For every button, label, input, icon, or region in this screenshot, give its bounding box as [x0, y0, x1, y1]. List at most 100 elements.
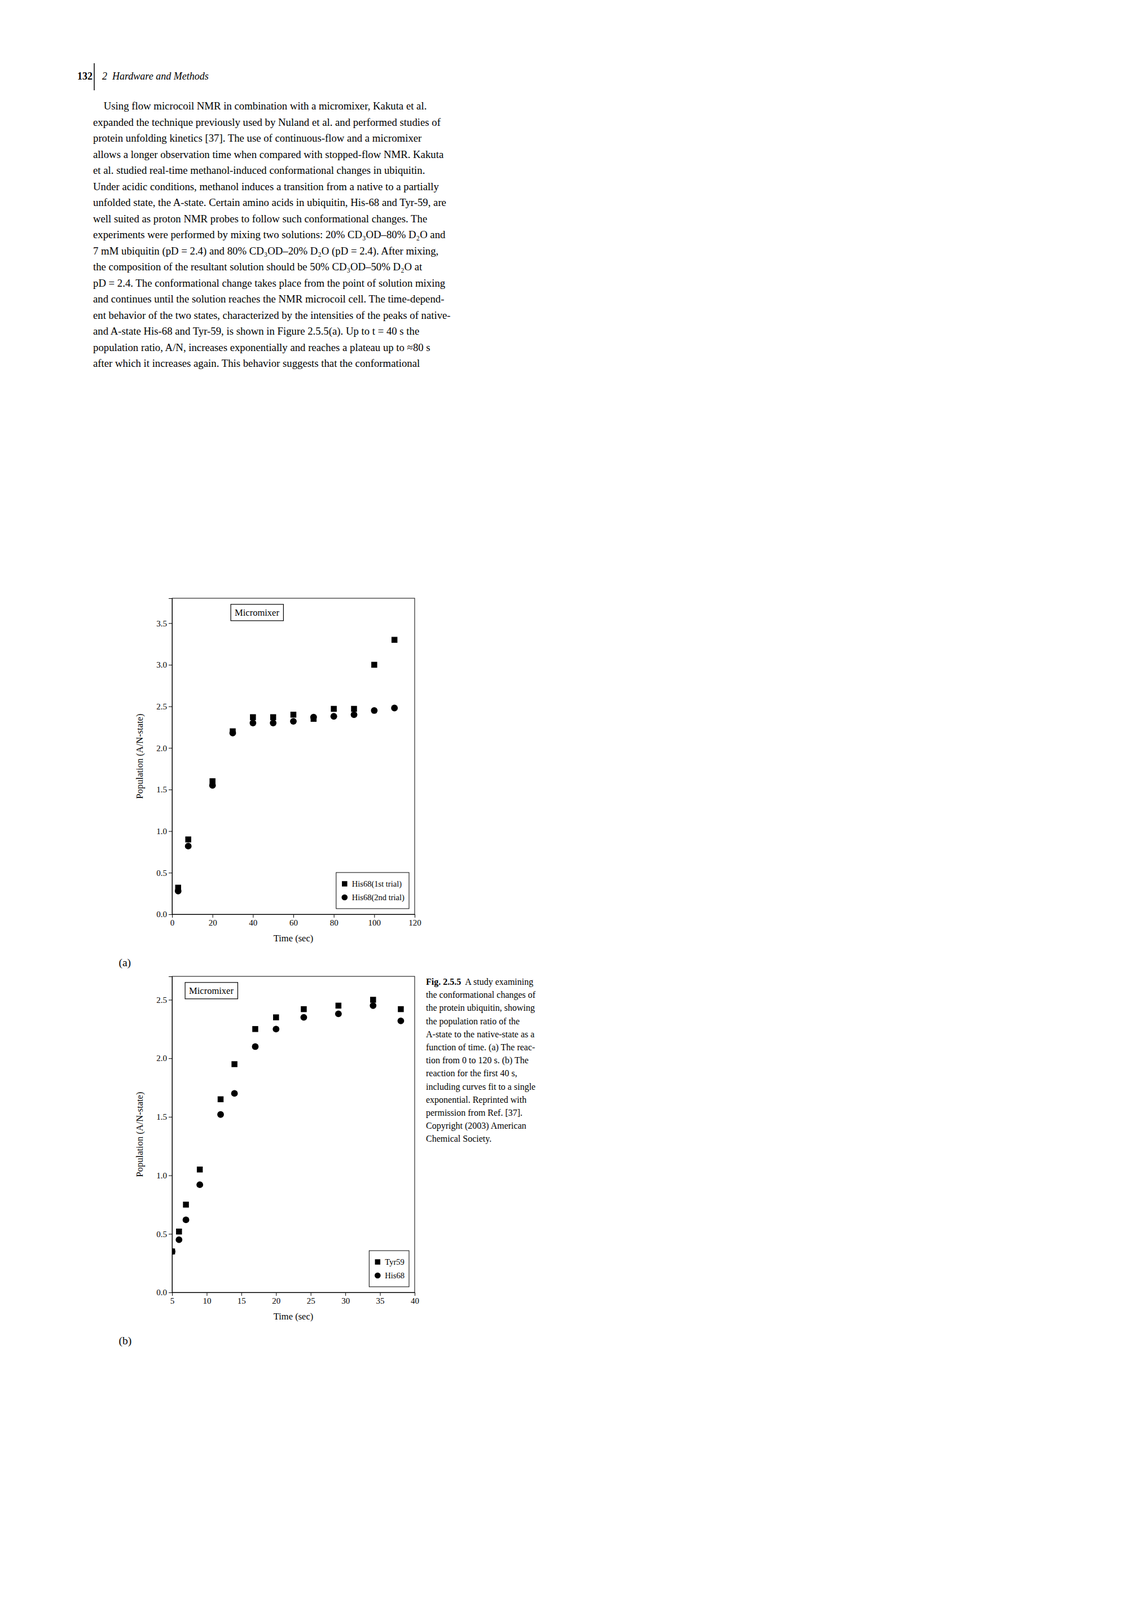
y-tick-mark: [168, 747, 173, 749]
legend-label: His68: [384, 1270, 405, 1280]
x-axis: 5 10 15 20 25 30 35 40: [170, 1291, 420, 1305]
y-tick: 0.5: [156, 868, 173, 878]
point: [231, 1060, 237, 1067]
y-tick: 2.0: [156, 1053, 173, 1063]
series: [175, 636, 398, 891]
x-tick: 25: [306, 1291, 316, 1305]
legend-item: His68(2nd trial): [341, 892, 405, 903]
panel-label: (b): [118, 1334, 132, 1347]
annotation-text: Micromixer: [234, 607, 280, 618]
body-line: allows a longer observation time when co…: [93, 148, 445, 161]
x-tick-label: 40: [410, 1295, 420, 1305]
y-tick-mark: [168, 789, 173, 790]
x-axis-title: Time (sec): [273, 932, 314, 944]
x-tick-label: 40: [248, 917, 258, 927]
point: [330, 705, 337, 712]
page: 1322 Hardware and Methods Using flow mic…: [0, 0, 1134, 1600]
caption-line: A study examining: [460, 976, 534, 987]
legend-frame: [336, 872, 410, 909]
point: [249, 719, 257, 727]
point: [350, 710, 358, 718]
panel: 0204060801001200.00.51.01.52.02.53.03.5T…: [118, 598, 421, 969]
x-tick: 10: [202, 1291, 212, 1305]
caption-line: the conformational changes of: [425, 989, 536, 1000]
caption-bold: Fig. 2.5.5: [425, 976, 461, 987]
x-tick-mark: [333, 913, 335, 918]
x-tick: 120: [408, 913, 422, 927]
point: [330, 712, 338, 720]
point: [217, 1110, 224, 1118]
point: [176, 1228, 182, 1234]
y-tick-label: 2.5: [156, 701, 167, 711]
point: [217, 1096, 224, 1102]
x-tick: 40: [248, 913, 258, 927]
x-tick: 15: [237, 1291, 246, 1305]
point: [397, 1017, 405, 1024]
point: [310, 713, 318, 721]
caption-line: A-state to the native-state as a: [425, 1029, 535, 1039]
y-axis: 0.00.51.01.52.02.53.03.5: [156, 598, 173, 920]
body-line: ent behavior of the two states, characte…: [93, 309, 451, 322]
legend-label: Tyr59: [384, 1256, 404, 1267]
y-tick: 1.5: [156, 784, 173, 794]
x-tick: 80: [330, 913, 339, 927]
x-tick-mark: [414, 913, 416, 918]
y-tick-label: 3.5: [156, 618, 167, 628]
series: [172, 996, 404, 1254]
y-tick: 0.0: [156, 909, 173, 919]
x-tick: 100: [368, 913, 382, 927]
y-tick-mark: [168, 999, 173, 1000]
y-tick: 3.5: [156, 618, 173, 628]
point: [174, 887, 182, 895]
x-tick: 40: [410, 1291, 420, 1305]
y-axis-line: [168, 976, 173, 1293]
x-tick: 30: [341, 1291, 350, 1305]
x-tick-label: 25: [306, 1295, 316, 1305]
y-tick-mark: [168, 706, 173, 707]
x-tick-label: 0: [170, 917, 175, 927]
caption-line: the population ratio of the: [425, 1016, 520, 1027]
x-tick: 20: [271, 1291, 281, 1305]
point: [371, 661, 377, 668]
body-line: et al. studied real-time methanol-induce…: [93, 164, 425, 177]
x-tick-mark: [206, 1291, 208, 1296]
y-tick-mark: [168, 1233, 173, 1234]
point: [397, 1005, 404, 1012]
body-line: Under acidic conditions, methanol induce…: [93, 180, 439, 193]
x-tick-mark: [414, 1291, 416, 1296]
x-tick-label: 5: [170, 1295, 175, 1305]
body-line: 7 mM ubiquitin (pD = 2.4) and 80% CD₃OD–…: [93, 244, 439, 258]
header: 1322 Hardware and Methods: [77, 63, 209, 91]
plot-frame: [172, 976, 415, 1292]
point: [231, 1089, 239, 1097]
y-tick-mark: [168, 872, 173, 873]
legend-symbol: [375, 1258, 381, 1264]
body-line: unfolded state, the A-state. Certain ami…: [93, 196, 447, 209]
legend-item: Tyr59: [375, 1256, 405, 1267]
y-tick-label: 1.5: [156, 1111, 167, 1122]
body-line: and continues until the solution reaches…: [93, 292, 445, 305]
x-tick: 0: [170, 913, 175, 927]
body-line: expanded the technique previously used b…: [93, 116, 442, 129]
body-line: well suited as proton NMR probes to foll…: [93, 212, 428, 225]
y-axis-line: [168, 598, 173, 915]
panel-label: (a): [118, 956, 131, 969]
y-tick: 3.0: [156, 660, 173, 670]
y-tick-label: 2.5: [156, 995, 167, 1005]
x-tick-mark: [241, 1291, 243, 1296]
point: [290, 711, 297, 718]
point: [370, 706, 378, 714]
y-tick: 0.0: [156, 1287, 173, 1297]
x-tick-label: 120: [408, 917, 422, 927]
y-tick: 0.5: [156, 1229, 173, 1239]
y-tick: 2.5: [156, 995, 173, 1005]
legend-label: His68(2nd trial): [352, 892, 405, 903]
point: [249, 713, 256, 720]
caption-line: Chemical Society.: [425, 1133, 492, 1144]
y-tick-mark: [168, 1175, 173, 1176]
y-tick-label: 0.0: [156, 909, 167, 919]
point: [300, 1013, 308, 1021]
y-tick-label: 1.5: [156, 784, 167, 794]
series: [172, 1001, 404, 1255]
x-tick-label: 35: [376, 1295, 385, 1305]
